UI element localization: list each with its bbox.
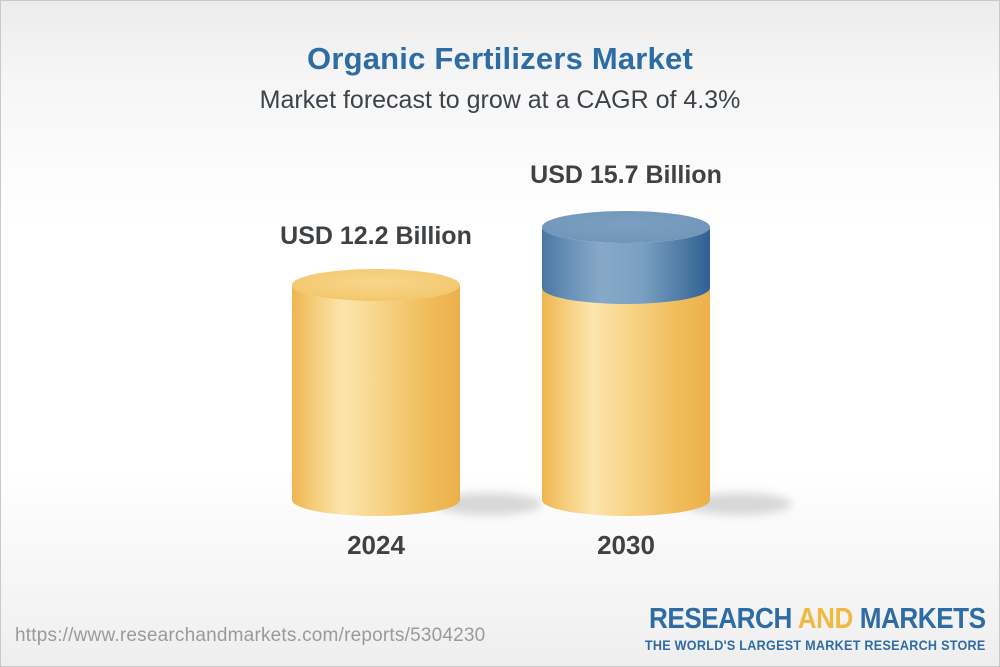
bar-2024-shadow [434,493,542,515]
bar-2030-base-segment [542,288,710,516]
logo-tagline: THE WORLD'S LARGEST MARKET RESEARCH STOR… [645,637,986,654]
report-url: https://www.researchandmarkets.com/repor… [15,625,486,646]
value-label-2024: USD 12.2 Billion [280,222,472,250]
page-title: Organic Fertilizers Market [307,41,693,76]
logo-word-markets: MARKETS [860,603,986,635]
category-label-2024: 2024 [347,530,405,560]
bar-2030-growth-segment [542,227,710,304]
logo-wordmark: RESEARCH AND MARKETS [645,604,986,634]
logo-word-and: AND [798,603,854,635]
research-and-markets-logo: RESEARCH AND MARKETS THE WORLD'S LARGEST… [645,604,986,654]
bar-2030-shadow [684,493,792,515]
bar-2030-top-cap [542,211,710,243]
logo-word-research: RESEARCH [649,603,793,635]
value-label-2030: USD 15.7 Billion [530,161,722,189]
page-subtitle: Market forecast to grow at a CAGR of 4.3… [259,86,741,114]
category-label-2030: 2030 [597,530,655,560]
bar-2030-cylinder [542,211,710,516]
bar-2024-cylinder [292,269,460,516]
